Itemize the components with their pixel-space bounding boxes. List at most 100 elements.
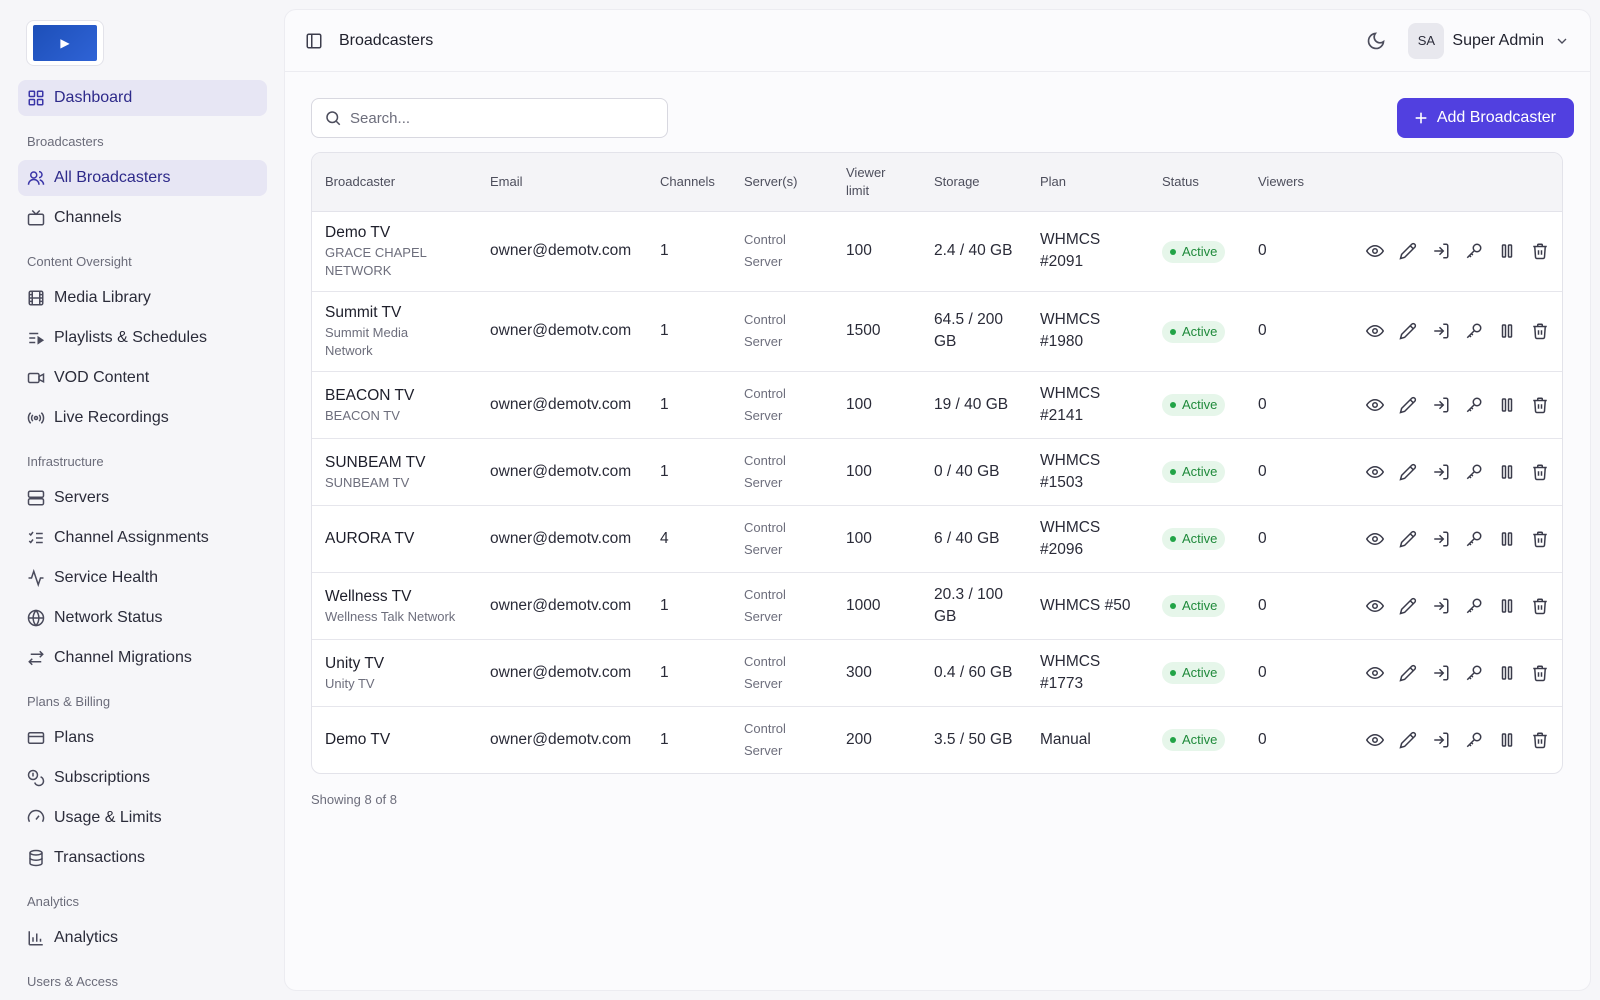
key-icon[interactable] <box>1464 241 1484 261</box>
view-icon[interactable] <box>1365 462 1385 482</box>
edit-icon[interactable] <box>1398 321 1418 341</box>
sidebar-item-dashboard[interactable]: Dashboard <box>18 80 267 116</box>
key-icon[interactable] <box>1464 321 1484 341</box>
login-as-icon[interactable] <box>1431 663 1451 683</box>
sidebar-item-subscriptions[interactable]: Subscriptions <box>18 760 267 796</box>
table-row[interactable]: Demo TV owner@demotv.com 1 Control Server 200… <box>312 706 1562 773</box>
app-logo[interactable]: ▶ <box>26 20 104 66</box>
delete-icon[interactable] <box>1530 663 1550 683</box>
table-row[interactable]: Demo TV GRACE CHAPEL NETWORK owner@demotv.c… <box>312 211 1562 292</box>
key-icon[interactable] <box>1464 596 1484 616</box>
status-badge: Active <box>1162 320 1226 343</box>
pause-icon[interactable] <box>1497 529 1517 549</box>
viewer-limit-value: 100 <box>846 242 872 259</box>
edit-icon[interactable] <box>1398 462 1418 482</box>
col-servers[interactable]: Server(s) <box>731 153 833 212</box>
delete-icon[interactable] <box>1530 462 1550 482</box>
sidebar-item-channel-migrations[interactable]: Channel Migrations <box>18 640 267 676</box>
user-name[interactable]: Super Admin <box>1452 31 1544 49</box>
view-icon[interactable] <box>1365 241 1385 261</box>
pause-icon[interactable] <box>1497 241 1517 261</box>
login-as-icon[interactable] <box>1431 462 1451 482</box>
avatar[interactable]: SA <box>1408 22 1445 59</box>
sidebar-item-vod-content[interactable]: VOD Content <box>18 360 267 396</box>
view-icon[interactable] <box>1365 529 1385 549</box>
edit-icon[interactable] <box>1398 730 1418 750</box>
view-icon[interactable] <box>1365 321 1385 341</box>
sidebar-item-playlists-and-schedules[interactable]: Playlists & Schedules <box>18 320 267 356</box>
pause-icon[interactable] <box>1497 730 1517 750</box>
viewers-value: 0 <box>1258 242 1267 259</box>
key-icon[interactable] <box>1464 462 1484 482</box>
sidebar-item-transactions[interactable]: Transactions <box>18 840 267 876</box>
col-broadcaster[interactable]: Broadcaster <box>312 153 477 212</box>
table-row[interactable]: Wellness TV Wellness Talk Network owner@de… <box>312 572 1562 640</box>
server-value: Control <box>744 720 786 736</box>
col-plan[interactable]: Plan <box>1027 153 1149 212</box>
sidebar-item-usage-and-limits[interactable]: Usage & Limits <box>18 800 267 836</box>
delete-icon[interactable] <box>1530 241 1550 261</box>
sidebar-item-analytics[interactable]: Analytics <box>18 920 267 956</box>
search-input[interactable] <box>350 109 650 127</box>
view-icon[interactable] <box>1365 395 1385 415</box>
table-row[interactable]: Unity TV Unity TV owner@demotv.com 1 Control… <box>312 639 1562 707</box>
channels-cell: 1 <box>647 639 731 707</box>
key-icon[interactable] <box>1464 529 1484 549</box>
delete-icon[interactable] <box>1530 395 1550 415</box>
actions-cell <box>1315 505 1562 573</box>
channels-cell: 1 <box>647 211 731 292</box>
sidebar-item-servers[interactable]: Servers <box>18 480 267 516</box>
login-as-icon[interactable] <box>1431 395 1451 415</box>
moon-icon[interactable] <box>1366 30 1388 52</box>
view-icon[interactable] <box>1365 663 1385 683</box>
table-row[interactable]: AURORA TV owner@demotv.com 4 Control Server 1… <box>312 505 1562 573</box>
add-broadcaster-button[interactable]: Add Broadcaster <box>1396 98 1574 138</box>
col-viewers[interactable]: Viewers <box>1245 153 1315 212</box>
sidebar-item-label: Playlists & Schedules <box>54 329 207 346</box>
col-status[interactable]: Status <box>1149 153 1245 212</box>
view-icon[interactable] <box>1365 596 1385 616</box>
edit-icon[interactable] <box>1398 241 1418 261</box>
sidebar-toggle-icon[interactable] <box>305 31 325 51</box>
col-storage[interactable]: Storage <box>921 153 1027 212</box>
col-channels[interactable]: Channels <box>647 153 731 212</box>
table-row[interactable]: SUNBEAM TV SUNBEAM TV owner@demotv.com 1 Con… <box>312 438 1562 506</box>
pause-icon[interactable] <box>1497 462 1517 482</box>
table-row[interactable]: BEACON TV BEACON TV owner@demotv.com 1 Contr… <box>312 371 1562 439</box>
delete-icon[interactable] <box>1530 529 1550 549</box>
edit-icon[interactable] <box>1398 596 1418 616</box>
sidebar-item-all-broadcasters[interactable]: All Broadcasters <box>18 160 267 196</box>
edit-icon[interactable] <box>1398 663 1418 683</box>
login-as-icon[interactable] <box>1431 730 1451 750</box>
login-as-icon[interactable] <box>1431 596 1451 616</box>
edit-icon[interactable] <box>1398 529 1418 549</box>
sidebar-item-media-library[interactable]: Media Library <box>18 280 267 316</box>
delete-icon[interactable] <box>1530 730 1550 750</box>
pause-icon[interactable] <box>1497 596 1517 616</box>
view-icon[interactable] <box>1365 730 1385 750</box>
pause-icon[interactable] <box>1497 321 1517 341</box>
sidebar-item-channels[interactable]: Channels <box>18 200 267 236</box>
sidebar-item-plans[interactable]: Plans <box>18 720 267 756</box>
sidebar-item-live-recordings[interactable]: Live Recordings <box>18 400 267 436</box>
login-as-icon[interactable] <box>1431 529 1451 549</box>
sidebar-item-network-status[interactable]: Network Status <box>18 600 267 636</box>
delete-icon[interactable] <box>1530 596 1550 616</box>
key-icon[interactable] <box>1464 663 1484 683</box>
edit-icon[interactable] <box>1398 395 1418 415</box>
pause-icon[interactable] <box>1497 663 1517 683</box>
key-icon[interactable] <box>1464 395 1484 415</box>
plan-cell: WHMCS #50 <box>1027 572 1149 640</box>
key-icon[interactable] <box>1464 730 1484 750</box>
pause-icon[interactable] <box>1497 395 1517 415</box>
table-row[interactable]: Summit TV Summit Media Network owner@demotv… <box>312 291 1562 372</box>
sidebar-item-channel-assignments[interactable]: Channel Assignments <box>18 520 267 556</box>
col-viewer-limit[interactable]: Viewer limit <box>833 153 921 212</box>
login-as-icon[interactable] <box>1431 321 1451 341</box>
col-email[interactable]: Email <box>477 153 647 212</box>
chevron-down-icon[interactable] <box>1554 33 1570 49</box>
delete-icon[interactable] <box>1530 321 1550 341</box>
sidebar-item-service-health[interactable]: Service Health <box>18 560 267 596</box>
login-as-icon[interactable] <box>1431 241 1451 261</box>
servers-cell: Control Server <box>731 505 833 573</box>
